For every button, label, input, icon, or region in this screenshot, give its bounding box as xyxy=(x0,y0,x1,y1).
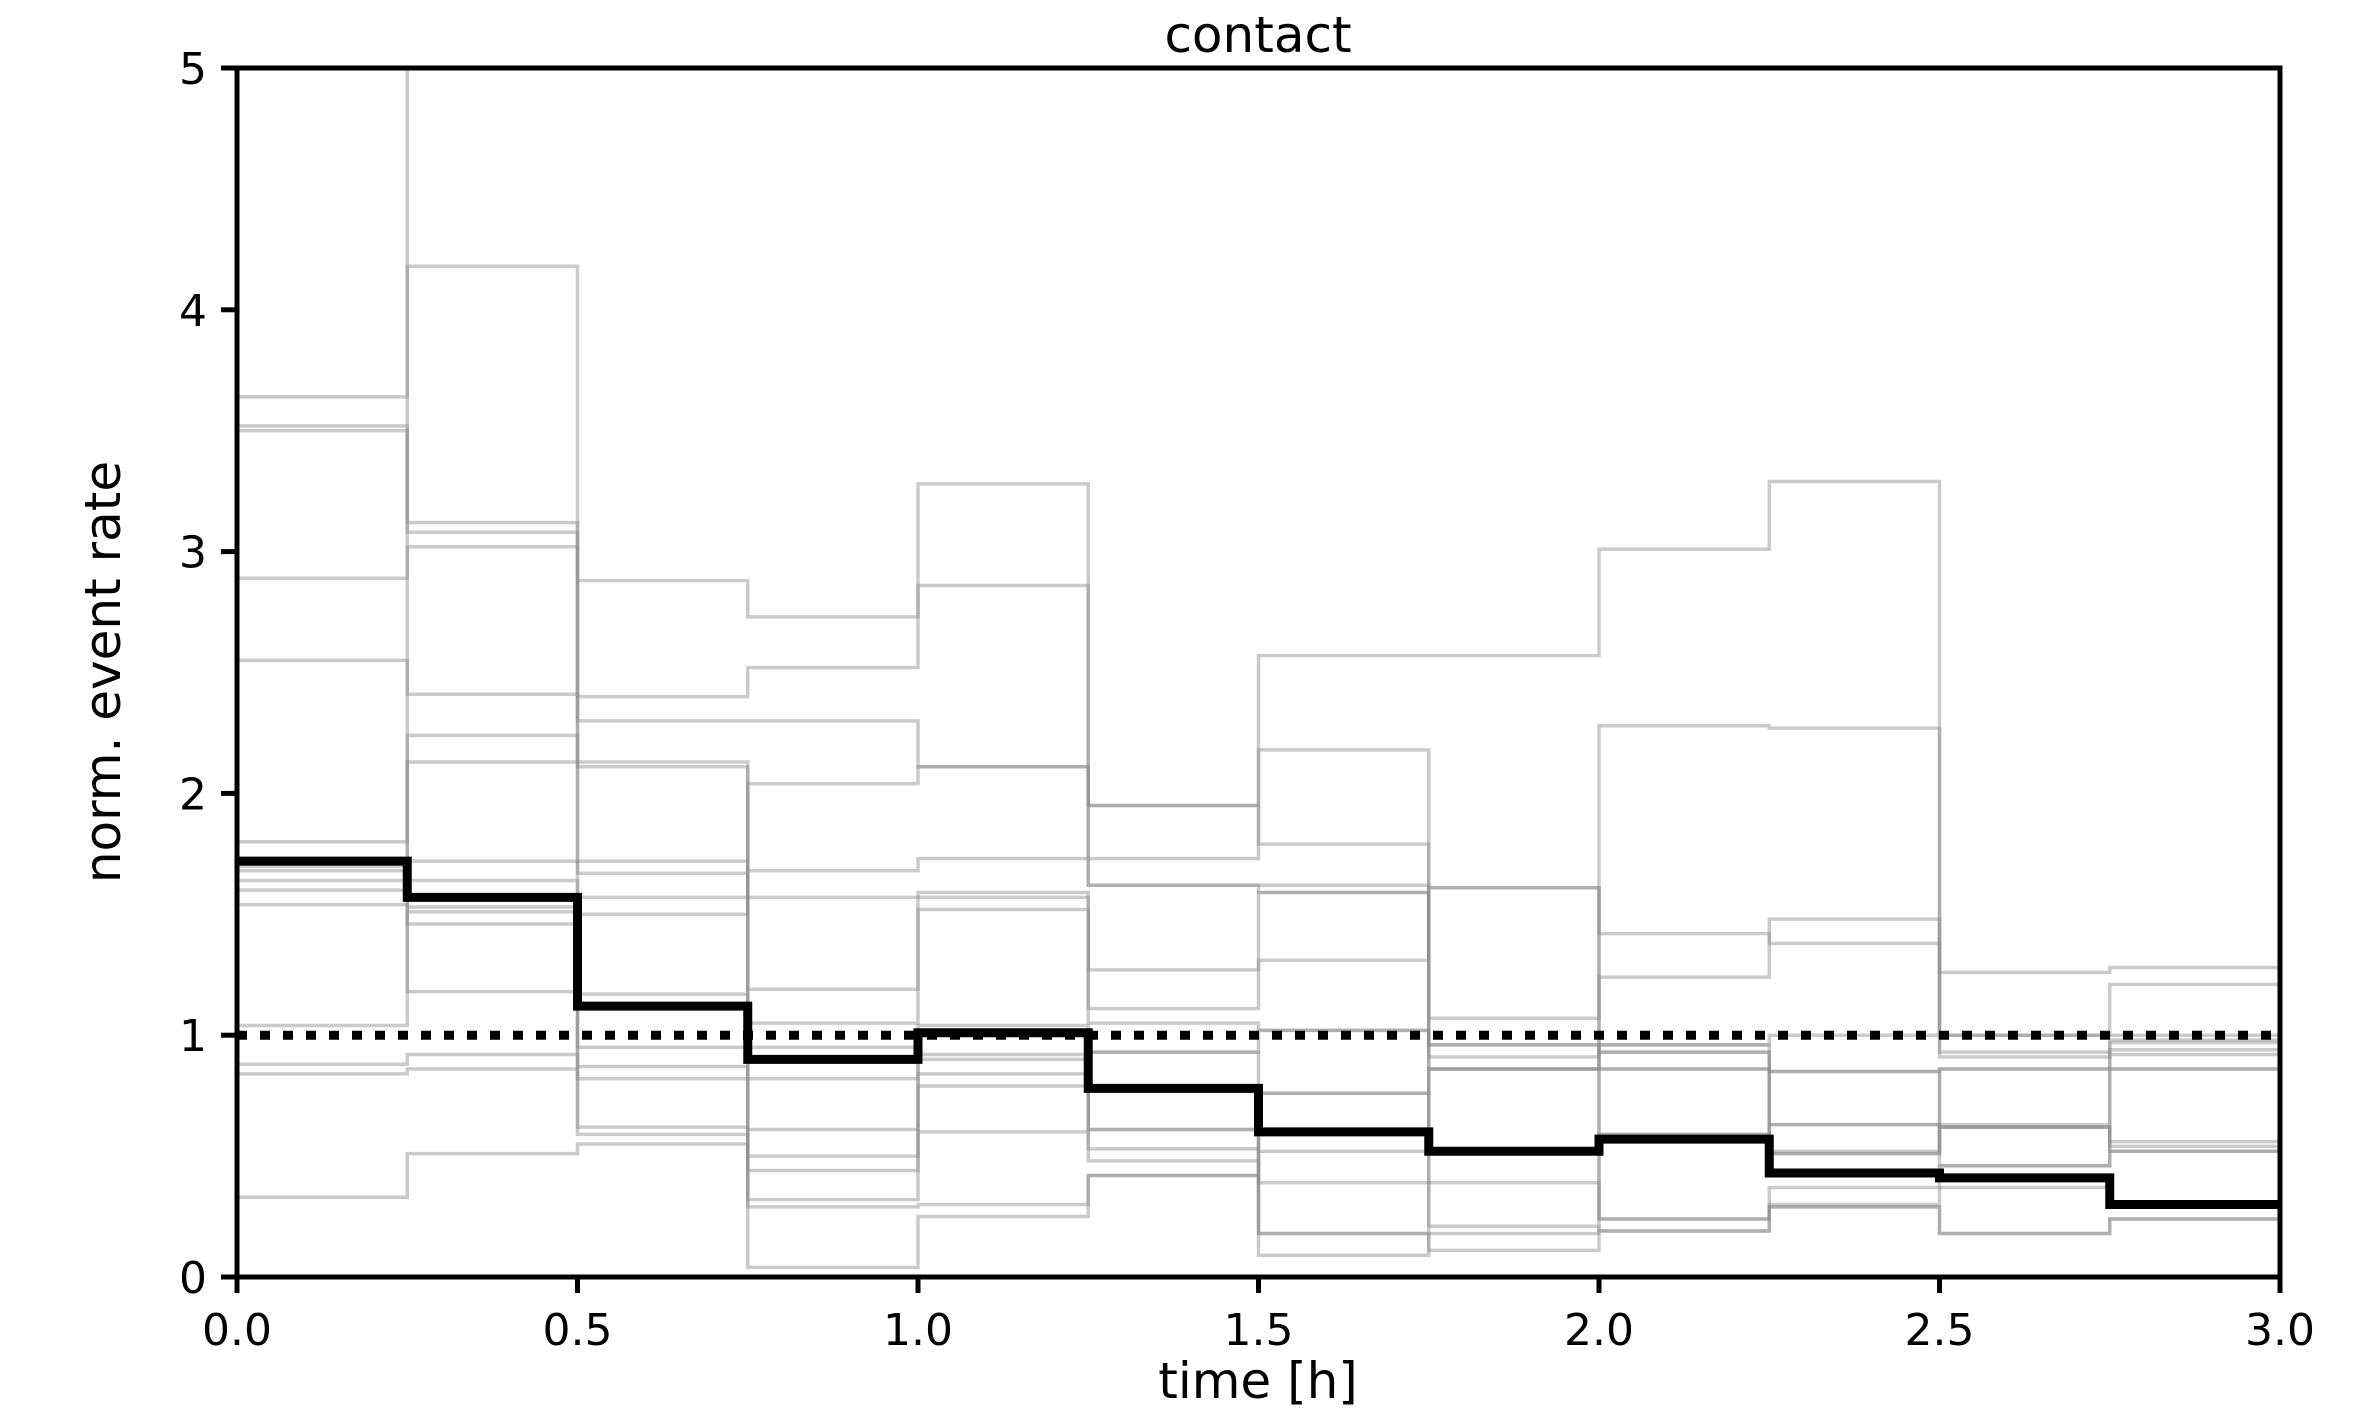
trace-step-line-6 xyxy=(237,658,2280,1127)
x-tick-label: 3.0 xyxy=(2245,1305,2315,1356)
individual-traces-layer xyxy=(237,68,2280,1270)
trace-step-line-3 xyxy=(237,424,2280,1054)
mean-step-line xyxy=(237,856,2280,1209)
x-tick-label: 0.5 xyxy=(543,1305,613,1356)
trace-step-line-11 xyxy=(237,888,2280,1233)
y-tick-label: 0 xyxy=(179,1253,207,1304)
y-axis-label: norm. event rate xyxy=(74,461,132,883)
x-axis-label: time [h] xyxy=(1158,1352,1358,1410)
y-tick-label: 5 xyxy=(179,44,207,95)
x-tick-label: 2.5 xyxy=(1905,1305,1975,1356)
trace-step-line-12 xyxy=(237,902,2280,1221)
trace-step-line-4 xyxy=(237,428,2280,1059)
trace-step-line-10 xyxy=(237,878,2280,1154)
trace-step-line-14 xyxy=(237,1052,2280,1236)
mean-line-layer xyxy=(237,856,2280,1209)
chart-title: contact xyxy=(1164,6,1351,64)
y-tick-label: 1 xyxy=(179,1011,207,1062)
y-tick-label: 2 xyxy=(179,769,207,820)
trace-step-line-2 xyxy=(237,264,2280,1037)
y-tick-label: 3 xyxy=(179,528,207,579)
x-tick-label: 2.0 xyxy=(1564,1305,1634,1356)
x-tick-label: 0.0 xyxy=(202,1305,272,1356)
y-tick-label: 4 xyxy=(179,286,207,337)
trace-step-line-16 xyxy=(237,1142,2280,1270)
trace-step-line-5 xyxy=(237,545,2280,1074)
trace-step-line-7 xyxy=(237,733,2280,1156)
axes-layer: 0.0 0.5 1.0 1.5 2.0 2.5 3.0 0 1 2 3 4 5 xyxy=(179,44,2315,1356)
trace-step-line-9 xyxy=(237,859,2280,1095)
trace-step-line-8 xyxy=(237,760,2280,1154)
trace-step-line-13 xyxy=(237,910,2280,1253)
x-tick-label: 1.0 xyxy=(883,1305,953,1356)
x-tick-label: 1.5 xyxy=(1224,1305,1294,1356)
